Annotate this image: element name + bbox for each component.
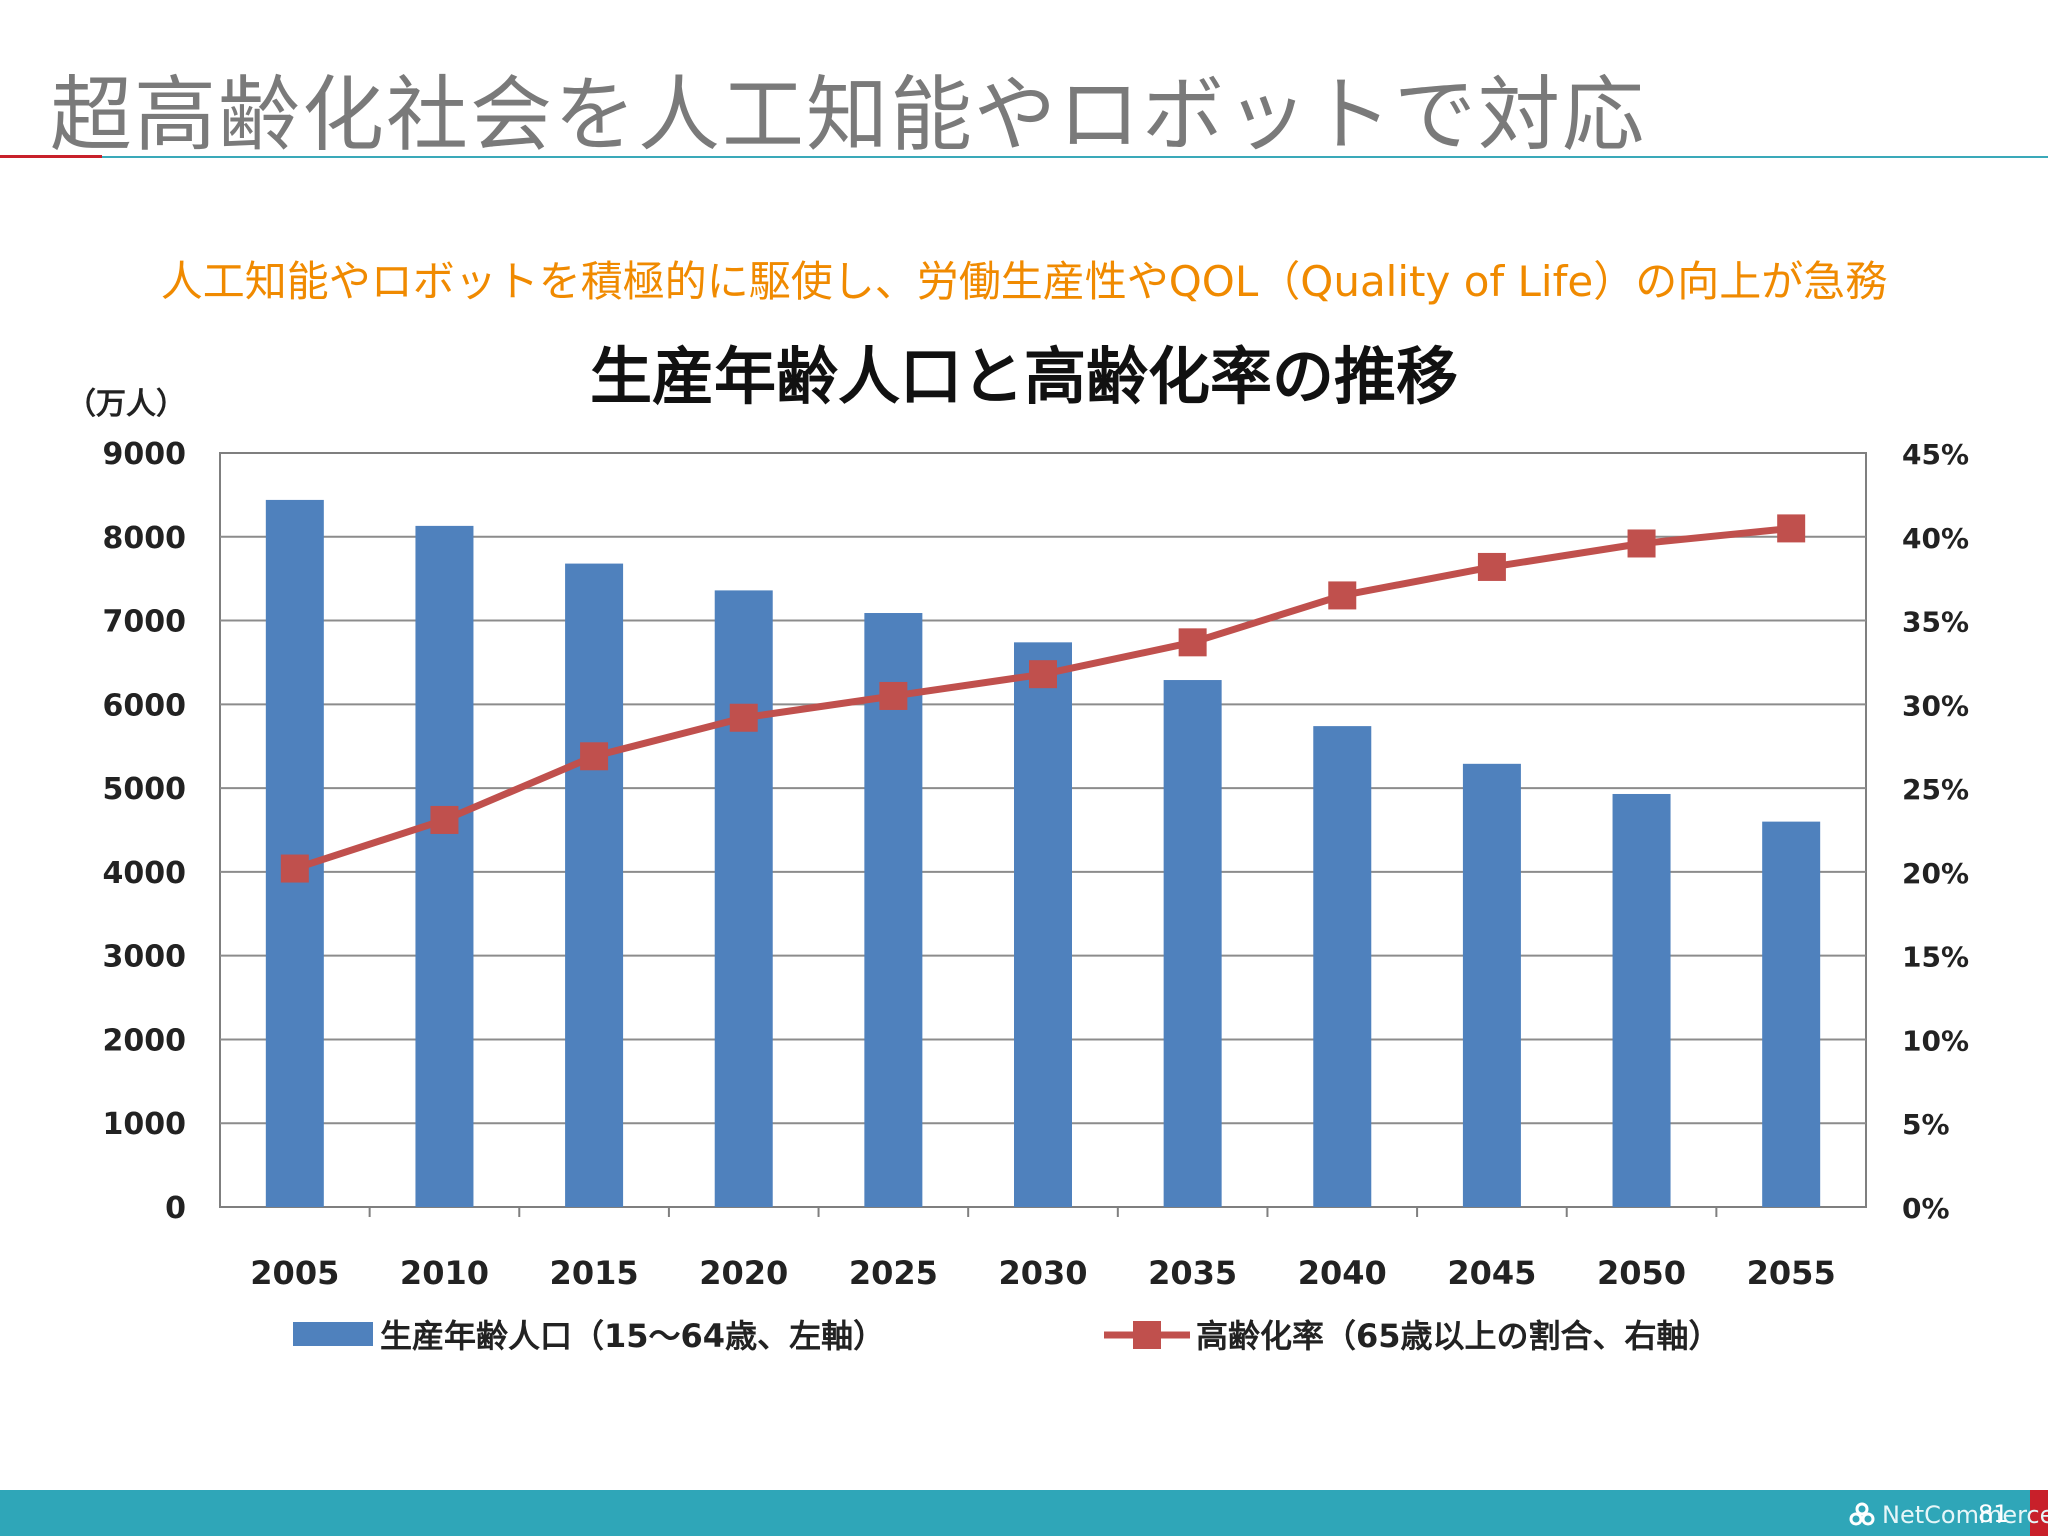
bar xyxy=(565,563,624,1207)
line-marker xyxy=(1029,660,1057,689)
y-left-tick-label: 4000 xyxy=(103,856,187,891)
y-right-tick-label: 45% xyxy=(1902,438,1969,471)
chart: 生産年齢人口と高齢化率の推移 （万人） 0 1000 2000 3000 4000 5000 6… xyxy=(66,340,1969,1355)
y-right-tick-label: 5% xyxy=(1902,1108,1950,1141)
bar xyxy=(1014,642,1072,1207)
y-left-tick-label: 0 xyxy=(165,1191,186,1226)
y-right-tick-label: 35% xyxy=(1902,606,1969,639)
bar xyxy=(1313,726,1372,1207)
x-tick-label: 2040 xyxy=(1298,1254,1387,1292)
y-left-tick-label: 2000 xyxy=(103,1023,187,1058)
x-tick-label: 2035 xyxy=(1148,1254,1237,1292)
line-marker xyxy=(280,854,309,883)
legend-line-label: 高齢化率（65歳以上の割合、右軸） xyxy=(1196,1317,1721,1355)
x-tick-label: 2015 xyxy=(550,1254,639,1292)
y-right-tick-label: 30% xyxy=(1902,689,1969,722)
line-marker xyxy=(729,703,758,732)
bar xyxy=(714,590,773,1207)
line-marker xyxy=(1477,552,1506,581)
footer-accent xyxy=(2030,1490,2048,1536)
y-left-tick-label: 3000 xyxy=(103,940,187,975)
y-right-tick-label: 40% xyxy=(1902,522,1969,555)
y-left-tick-label: 8000 xyxy=(103,521,187,556)
page-number: 81 xyxy=(1978,1500,2009,1528)
footer-logo: NetCommerce xyxy=(1848,1500,2048,1530)
y-left-tick-label: 6000 xyxy=(103,688,187,723)
line-marker xyxy=(1178,628,1207,657)
y-right-tick-label: 0% xyxy=(1902,1192,1950,1225)
legend-line-marker xyxy=(1133,1321,1161,1349)
y-right-tick-label: 15% xyxy=(1902,941,1969,974)
y-right-tick-label: 20% xyxy=(1902,857,1969,890)
y-right-tick-label: 10% xyxy=(1902,1024,1969,1057)
x-tick-label: 2030 xyxy=(998,1254,1087,1292)
title-underline xyxy=(102,156,2048,158)
title-underline-accent xyxy=(0,155,102,158)
legend-bar-swatch xyxy=(293,1322,373,1346)
bar xyxy=(265,499,324,1208)
line-marker xyxy=(879,681,908,710)
line-marker xyxy=(1777,514,1806,543)
y-left-tick-label: 7000 xyxy=(103,605,187,640)
legend-bar-label: 生産年齢人口（15〜64歳、左軸） xyxy=(380,1317,885,1355)
x-tick-label: 2005 xyxy=(250,1254,339,1292)
y-left-tick-label: 5000 xyxy=(103,772,187,807)
y-right-tick-label: 25% xyxy=(1902,773,1969,806)
bar xyxy=(1163,680,1222,1207)
x-tick-label: 2020 xyxy=(699,1254,788,1292)
bar xyxy=(1462,763,1521,1207)
footer-bar xyxy=(0,1490,2048,1536)
slide-subtitle: 人工知能やロボットを積極的に駆使し、労働生産性やQOL（Quality of L… xyxy=(160,257,1888,306)
bar xyxy=(1762,821,1821,1207)
line-marker xyxy=(430,805,459,834)
bar xyxy=(864,613,923,1207)
chart-title: 生産年齢人口と高齢化率の推移 xyxy=(590,340,1458,413)
bar xyxy=(415,525,474,1207)
x-tick-label: 2050 xyxy=(1597,1254,1686,1292)
logo-text: NetCommerce xyxy=(1882,1501,2048,1529)
x-tick-label: 2045 xyxy=(1447,1254,1536,1292)
page-title: 超高齢化社会を人工知能やロボットで対応 xyxy=(50,68,1647,163)
line-marker xyxy=(580,742,609,771)
y-left-tick-label: 1000 xyxy=(103,1107,187,1142)
x-tick-label: 2010 xyxy=(400,1254,489,1292)
x-tick-label: 2025 xyxy=(849,1254,938,1292)
logo-icon xyxy=(1849,1502,1875,1526)
y-axis-unit-label: （万人） xyxy=(66,387,186,422)
y-left-tick-label: 9000 xyxy=(103,437,187,472)
x-tick-label: 2055 xyxy=(1747,1254,1836,1292)
line-marker xyxy=(1328,581,1357,610)
line-marker xyxy=(1627,529,1656,558)
bar xyxy=(1612,793,1671,1207)
